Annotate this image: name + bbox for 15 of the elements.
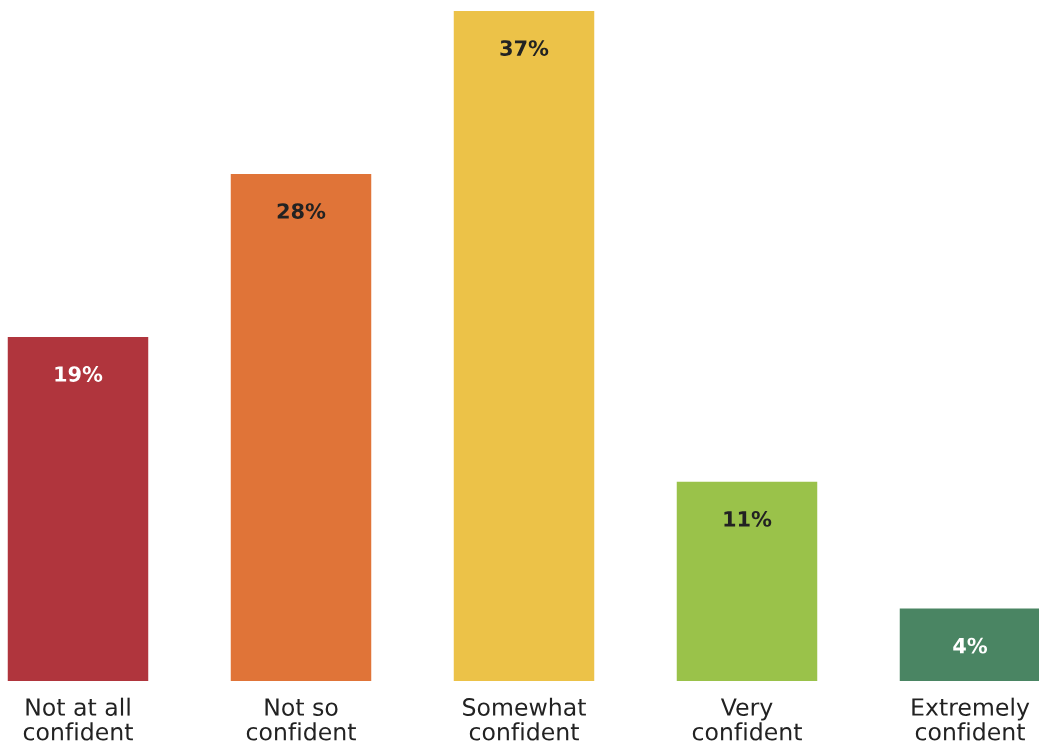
bar (676, 481, 818, 681)
bar (899, 608, 1039, 681)
x-tick-label: Not so confident (246, 698, 356, 741)
data-label: 28% (277, 203, 326, 219)
x-tick-label: Not at all confident (23, 697, 133, 741)
data-label: 11% (724, 510, 772, 527)
bar (7, 336, 149, 681)
x-tick-label: Extremely confident (912, 697, 1030, 741)
bar (230, 173, 372, 681)
data-label: 19% (55, 366, 103, 382)
data-label: 4% (953, 637, 988, 654)
x-tick-label: Somewhat confident (463, 697, 586, 741)
bar (453, 11, 595, 681)
data-label: 37% (500, 40, 549, 56)
x-tick-label: Very confident (692, 698, 802, 741)
